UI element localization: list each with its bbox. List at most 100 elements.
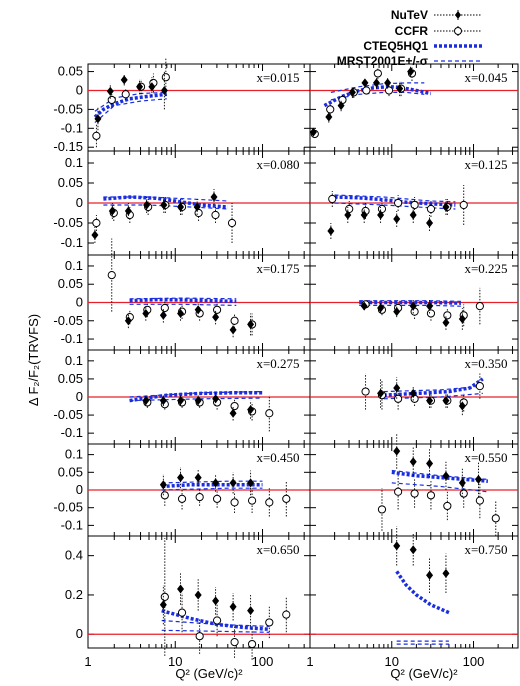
ccfr-point: [426, 204, 436, 214]
nutev-point: [409, 388, 417, 398]
ccfr-point: [161, 73, 170, 82]
mrst-lower-line: [161, 487, 263, 491]
ccfr-point: [177, 608, 187, 617]
x-tick-label: 100: [463, 654, 485, 669]
nutev-point: [442, 568, 450, 578]
ccfr-point: [384, 86, 394, 95]
y-tick-label: 0: [76, 295, 83, 310]
nutev-point: [442, 202, 450, 212]
nutev-point: [120, 75, 128, 85]
y-tick-label: 0.05: [58, 64, 83, 79]
nutev-point: [210, 192, 218, 202]
nutev-point: [212, 596, 220, 606]
nutev-point: [393, 214, 401, 224]
nutev-point: [426, 570, 434, 580]
nutev-point: [247, 319, 255, 329]
nutev-point: [247, 478, 255, 488]
ccfr-point: [227, 218, 237, 228]
x-axis-title: Q² (GeV/c)²: [175, 666, 243, 681]
ccfr-point: [459, 489, 468, 498]
ccfr-point: [282, 610, 291, 619]
nutev-point: [348, 87, 356, 97]
y-tick-label: 0.1: [65, 258, 83, 273]
nutev-point: [327, 226, 335, 236]
nutev-point: [407, 67, 415, 77]
panel-x-0-080: 0.1 0.05 0 -0.05 -0.1 x=0.080: [53, 150, 311, 256]
nutev-point: [393, 446, 401, 456]
ccfr-point: [491, 514, 500, 523]
panel-label: x=0.125: [464, 157, 507, 172]
nutev-point: [426, 458, 434, 468]
panel-x-0-650: 0.4 0.2 0 x=0.650: [65, 535, 311, 660]
cteq-line: [395, 570, 450, 615]
nutev-point: [94, 114, 102, 124]
panel-x-0-550: x=0.550: [309, 433, 519, 537]
nutev-point: [337, 101, 345, 111]
ccfr-point: [265, 618, 274, 627]
ccfr-point: [426, 491, 436, 500]
ccfr-point: [160, 303, 169, 313]
nutev-point: [409, 301, 417, 311]
nutev-point: [372, 78, 380, 88]
nutev-point: [377, 303, 385, 313]
nutev-point: [148, 82, 156, 92]
nutev-point: [442, 396, 450, 406]
ccfr-point: [326, 105, 335, 114]
ccfr-point: [230, 316, 239, 325]
panel-x-0-750: x=0.750: [309, 526, 519, 649]
nutev-point: [160, 85, 168, 95]
nutev-point: [177, 202, 185, 212]
cteq-line: [391, 470, 489, 483]
ccfr-point: [345, 204, 354, 214]
nutev-point: [393, 541, 401, 551]
nutev-point: [393, 307, 401, 317]
ccfr-point: [443, 311, 452, 320]
ccfr-point: [107, 270, 116, 280]
legend-swatch-nutev: [455, 11, 461, 19]
y-tick-label: -0.1: [61, 517, 83, 532]
ccfr-point: [373, 69, 382, 78]
nutev-point: [325, 112, 333, 122]
nutev-point: [361, 78, 369, 88]
y-tick-label: 0.05: [58, 175, 83, 190]
panel-x-0-350: x=0.350: [309, 349, 519, 445]
nutev-point: [106, 86, 114, 96]
cteq-line: [129, 390, 263, 403]
ccfr-point: [394, 394, 403, 403]
ccfr-point: [328, 194, 337, 204]
ccfr-point: [230, 498, 239, 507]
panel-frame: [309, 535, 519, 649]
nutev-point: [142, 308, 150, 318]
ccfr-point: [212, 305, 222, 314]
mrst-lower-line: [383, 392, 483, 400]
nutev-point: [142, 396, 150, 406]
cteq-line: [161, 482, 263, 489]
y-tick-label: 0.1: [65, 155, 83, 170]
y-axis-title: Δ F₂/F₂(TRVFS): [26, 314, 41, 406]
y-tick-label: 0: [76, 195, 83, 210]
ccfr-point: [265, 409, 274, 418]
nutev-point: [309, 127, 317, 137]
panel-label: x=0.450: [256, 450, 299, 465]
nutev-point: [458, 314, 466, 324]
ccfr-point: [361, 387, 370, 396]
ccfr-point: [194, 208, 203, 218]
panel-label: x=0.175: [256, 261, 299, 276]
mrst-lower-line: [94, 98, 167, 124]
legend-label: CCFR: [395, 24, 429, 38]
nutev-point: [177, 584, 185, 594]
ccfr-point: [177, 494, 187, 503]
nutev-point: [212, 312, 220, 322]
nutev-point: [194, 396, 202, 406]
mrst-lower-line: [334, 202, 456, 210]
nutev-point: [426, 396, 434, 406]
cteq-line: [383, 377, 484, 397]
nutev-point: [194, 590, 202, 600]
y-tick-label: -0.1: [61, 331, 83, 346]
nutev-point: [160, 200, 168, 210]
nutev-point: [458, 401, 466, 411]
panel-x-0-175: 0.1 0.05 0 -0.05 -0.1 x=0.175: [53, 238, 311, 351]
